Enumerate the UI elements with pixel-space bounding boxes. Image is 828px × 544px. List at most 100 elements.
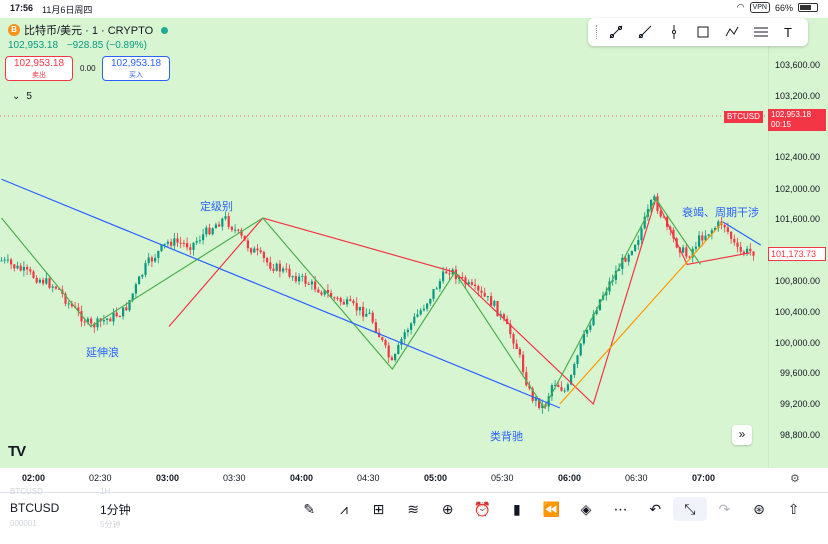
candle-body [595, 310, 598, 314]
symbol-selector[interactable]: BTCUSD [10, 501, 60, 515]
sell-button[interactable]: 102,953.18 卖出 [5, 56, 73, 81]
candle-body [160, 244, 163, 251]
ideas-icon[interactable]: ≋ [407, 500, 419, 517]
candle-body [301, 275, 304, 277]
undo-icon[interactable]: ↶ [649, 500, 662, 517]
add-icon[interactable]: ⊕ [441, 500, 454, 517]
candle-body [538, 398, 541, 408]
candle-body [333, 297, 336, 299]
candle-body [131, 293, 134, 301]
candle-body [541, 404, 544, 408]
candle-body [166, 241, 169, 244]
interval-selector[interactable]: 1分钟 [100, 503, 131, 517]
candle-body [438, 281, 441, 289]
candle-body [672, 229, 675, 239]
annotation-text[interactable]: 衰竭、周期干涉 [682, 207, 759, 219]
price-axis[interactable] [768, 18, 828, 468]
vertical-line-icon[interactable] [663, 21, 685, 43]
candle-body [342, 302, 345, 305]
candle-body [717, 221, 720, 228]
candle-body [563, 390, 566, 392]
draw-icon[interactable]: ✎ [303, 500, 316, 517]
candle-body [461, 277, 464, 279]
candle-body [275, 263, 278, 271]
more-icon[interactable]: ⋯ [613, 500, 628, 517]
fib-icon[interactable] [750, 21, 772, 43]
annotation-text[interactable]: 延伸浪 [86, 347, 119, 359]
time-label: 03:30 [223, 473, 246, 483]
buy-price: 102,953.18 [110, 58, 162, 69]
candle-body [512, 334, 515, 344]
candle-body [493, 300, 496, 306]
candle-body [118, 316, 121, 318]
candle-body [435, 288, 438, 290]
candle-body [67, 303, 70, 305]
candle-type-icon[interactable]: ▮ [513, 500, 521, 517]
alert-icon[interactable]: ⏰ [473, 500, 491, 517]
candle-body [16, 265, 19, 269]
candle-body [387, 345, 390, 358]
candle-body [550, 385, 553, 397]
candle-body [525, 372, 528, 386]
candle-body [429, 298, 432, 304]
bulb-icon[interactable]: ⊛ [753, 500, 765, 517]
candle-body [589, 325, 592, 330]
bottom-toolbar: ✎ ⩘ ⊞ ≋ ⊕ ⏰ ▮ ⏪ ◈ ⋯ ↶ ⤡ ↷ ⊛ ⇧ [292, 497, 811, 521]
candle-body [416, 314, 419, 317]
candle-body [205, 227, 208, 235]
annotation-text[interactable]: 类背驰 [490, 431, 523, 443]
candle-body [643, 216, 646, 229]
last-price: 102,953.18 [8, 40, 59, 51]
candle-body [467, 282, 470, 285]
candles-group [0, 192, 755, 414]
status-bar: 17:56 11月6日周四 ◠ VPN 66% [0, 0, 828, 18]
replay-icon[interactable]: ⏪ [542, 500, 561, 517]
ray-icon[interactable] [634, 21, 656, 43]
symbol-header[interactable]: B 比特币/美元 · 1 · CRYPTO [8, 22, 169, 38]
trend-line-icon[interactable] [605, 21, 627, 43]
candle-body [576, 355, 579, 365]
candle-body [330, 292, 333, 298]
candle-body [682, 247, 685, 253]
indicators-toggle[interactable]: ⌄ 5 [8, 88, 42, 104]
fullscreen-icon[interactable]: ⤡ [672, 497, 708, 521]
chart-canvas[interactable] [0, 18, 828, 468]
share-icon[interactable]: ⇧ [787, 500, 800, 517]
blue2-wave-line [722, 221, 762, 246]
candle-body [630, 251, 633, 255]
candle-body [381, 337, 384, 341]
candle-body [202, 234, 205, 241]
redo-icon[interactable]: ↷ [718, 500, 731, 517]
candle-body [394, 354, 397, 361]
candle-body [32, 271, 35, 278]
layers-icon[interactable]: ◈ [580, 500, 592, 517]
chart-area[interactable] [0, 18, 828, 492]
annotation-text[interactable]: 定级别 [200, 201, 233, 213]
candle-body [70, 303, 73, 307]
candle-body [3, 259, 6, 261]
text-icon[interactable]: T [779, 21, 801, 43]
drag-handle-icon[interactable] [595, 25, 598, 39]
candle-body [477, 285, 480, 291]
rectangle-icon[interactable] [692, 21, 714, 43]
pattern-icon[interactable] [721, 21, 743, 43]
buy-button[interactable]: 102,953.18 买入 [102, 56, 170, 81]
gear-icon[interactable]: ⚙ [790, 473, 800, 485]
candle-body [560, 387, 563, 391]
candle-body [650, 199, 653, 210]
candle-body [176, 238, 179, 243]
scroll-to-realtime-button[interactable]: » [732, 425, 752, 445]
time-axis[interactable] [0, 468, 828, 492]
sell-label: 卖出 [32, 72, 46, 79]
orange-wave-line [559, 221, 724, 405]
layout-icon[interactable]: ⊞ [372, 500, 385, 517]
symbol-title[interactable]: 比特币/美元 · 1 · CRYPTO [24, 25, 154, 37]
candle-body [154, 257, 157, 262]
indicator-icon[interactable]: ⩘ [339, 500, 348, 517]
candle-body [701, 235, 704, 241]
candle-body [694, 246, 697, 249]
candle-body [214, 224, 217, 229]
candle-body [240, 230, 243, 236]
candle-body [723, 224, 726, 228]
price-label: 103,200.00 [774, 91, 820, 101]
